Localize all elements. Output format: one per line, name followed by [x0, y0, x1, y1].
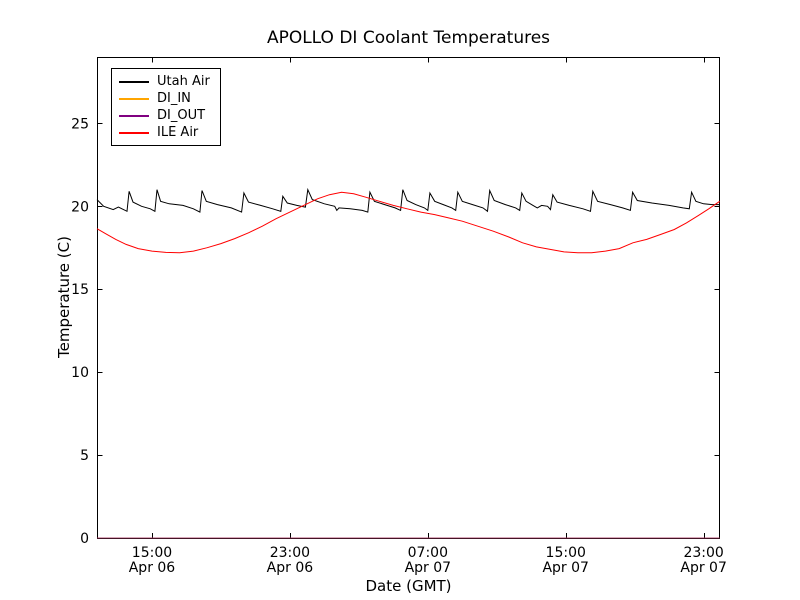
x-tick-label-time: 23:00	[270, 545, 310, 561]
chart-title: APOLLO DI Coolant Temperatures	[266, 28, 551, 48]
legend-item-label: Utah Air	[157, 74, 210, 89]
x-tick-label-date: Apr 06	[267, 560, 314, 576]
y-tick-label: 20	[71, 199, 89, 215]
legend-item-di-in: DI_IN	[119, 90, 210, 107]
legend-item-label: DI_IN	[157, 91, 191, 106]
series-line-utah-air	[96, 187, 720, 213]
x-tick-label-time: 15:00	[546, 545, 586, 561]
legend-item-label: DI_OUT	[157, 108, 206, 123]
y-tick-label: 5	[80, 448, 89, 464]
series-line-ile-air	[96, 191, 720, 254]
legend-line-sample-di-in	[119, 97, 149, 100]
legend-line-sample-ile-air	[119, 131, 149, 134]
legend-item-di-out: DI_OUT	[119, 107, 210, 124]
x-tick-label-date: Apr 07	[680, 560, 726, 576]
legend: Utah Air DI_IN DI_OUT ILE Air	[111, 68, 221, 146]
y-tick-label: 15	[71, 282, 89, 298]
x-tick-label-time: 15:00	[132, 545, 172, 561]
x-tick-label-time: 23:00	[683, 545, 723, 561]
legend-line-sample-utah-air	[119, 80, 149, 83]
legend-item-label: ILE Air	[157, 125, 199, 140]
x-tick-label-date: Apr 07	[405, 560, 451, 576]
legend-item-utah-air: Utah Air	[119, 73, 210, 90]
x-tick-label-time: 07:00	[408, 545, 448, 561]
y-tick-label: 0	[80, 531, 89, 547]
y-tick-label: 25	[71, 116, 89, 132]
y-axis-label: Temperature (C)	[55, 236, 73, 358]
x-tick-label-date: Apr 06	[129, 560, 176, 576]
x-axis-label: Date (GMT)	[365, 577, 452, 595]
legend-line-sample-di-out	[119, 114, 149, 117]
legend-item-ile-air: ILE Air	[119, 124, 210, 141]
y-tick-label: 10	[71, 365, 89, 381]
x-tick-label-date: Apr 07	[542, 560, 588, 576]
